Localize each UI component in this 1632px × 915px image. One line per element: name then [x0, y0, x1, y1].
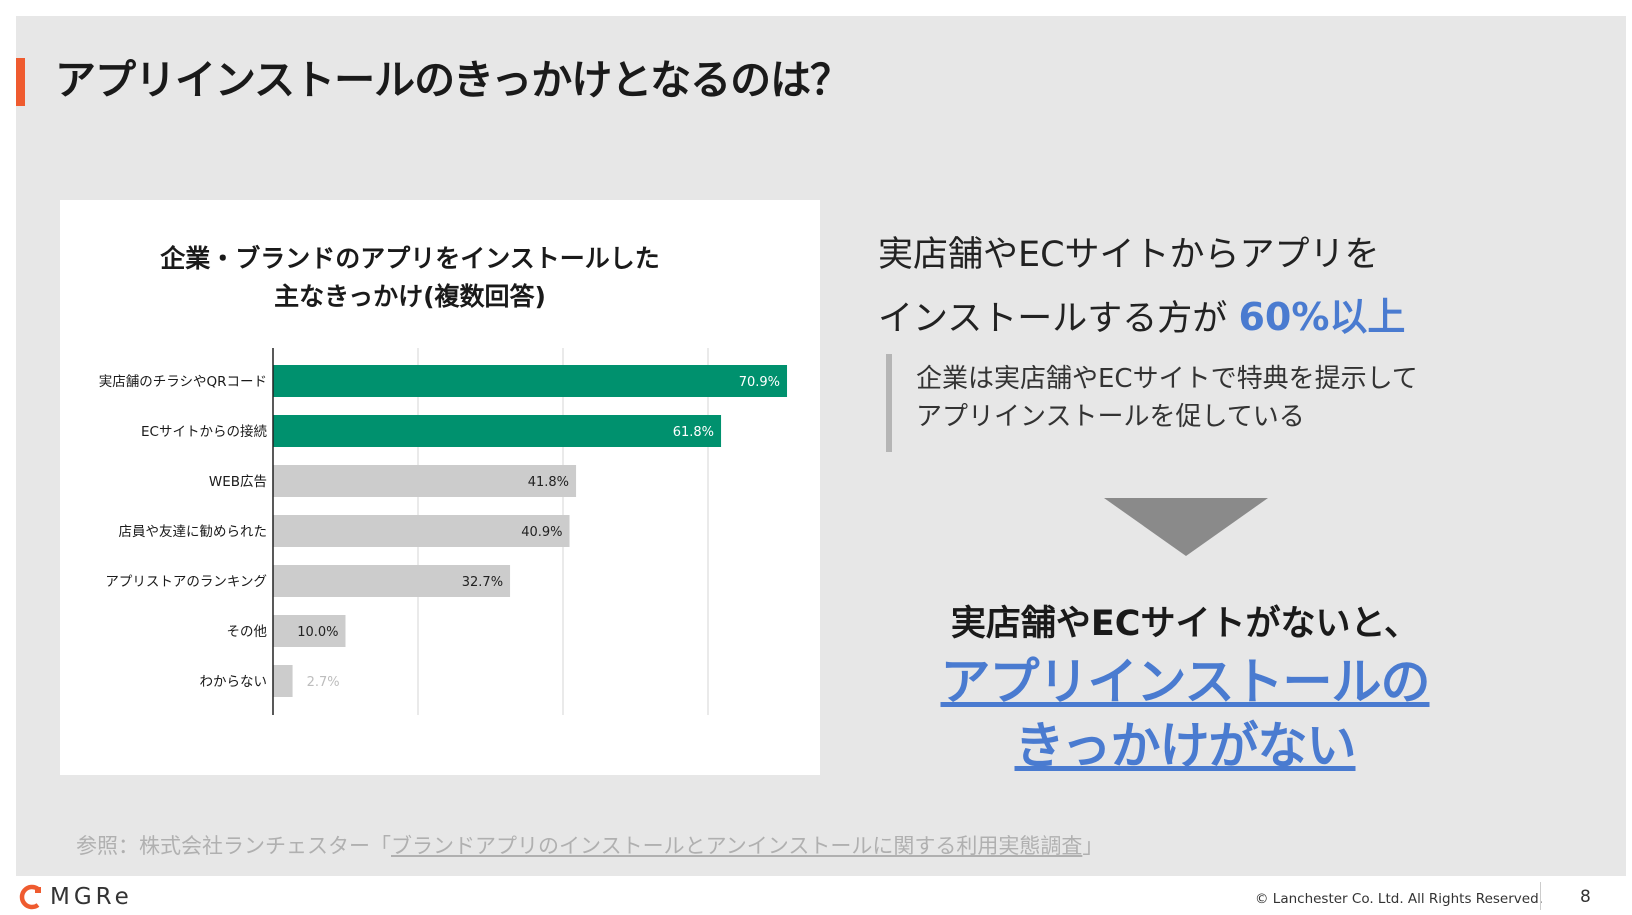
headline-line1: 実店舗やECサイトからアプリを — [878, 235, 1380, 275]
bar — [273, 515, 570, 547]
copyright: © Lanchester Co. Ltd. All Rights Reserve… — [1255, 891, 1543, 907]
reference-note: 参照：株式会社ランチェスター「ブランドアプリのインストールとアンインストールに関… — [76, 830, 1103, 860]
category-label: 店員や友達に勧められた — [119, 523, 268, 540]
category-label: ECサイトからの接続 — [141, 423, 267, 440]
data-label: 40.9% — [521, 525, 562, 540]
data-label: 32.7% — [462, 575, 503, 590]
quote-line2: アプリインストールを促している — [916, 402, 1305, 432]
category-label: 実店舗のチラシやQRコード — [99, 374, 267, 390]
page-title: アプリインストールのきっかけとなるのは？ — [55, 56, 851, 104]
logo: MGRe — [18, 884, 133, 910]
data-label: 70.9% — [739, 375, 780, 390]
bar — [273, 615, 346, 647]
mgre-logo-icon — [19, 884, 41, 910]
bar — [273, 365, 788, 397]
data-label: 10.0% — [297, 625, 338, 640]
data-label: 2.7% — [307, 675, 340, 690]
conclusion-line3: きっかけがない — [1014, 717, 1357, 775]
category-label: WEB広告 — [209, 474, 267, 490]
category-label: その他 — [227, 624, 268, 640]
category-label: わからない — [200, 674, 268, 690]
title-accent-bar — [16, 58, 25, 106]
bar — [273, 465, 577, 497]
headline-highlight: 60%以上 — [1238, 295, 1406, 339]
footer-divider — [1540, 882, 1541, 910]
conclusion-line1: 実店舗やECサイトがないと、 — [950, 604, 1420, 644]
quote-text: 企業は実店舗やECサイトで特典を提示して アプリインストールを促している — [916, 360, 1418, 436]
chart-title: 企業・ブランドのアプリをインストールした 主なきっかけ(複数回答) — [60, 240, 760, 316]
quote-line1: 企業は実店舗やECサイトで特典を提示して — [916, 364, 1418, 394]
bar — [273, 565, 511, 597]
bar — [273, 665, 293, 697]
page-number: 8 — [1580, 887, 1591, 907]
headline: 実店舗やECサイトからアプリを インストールする方が 60%以上 — [878, 224, 1405, 350]
reference-prefix: 参照：株式会社ランチェスター「 — [76, 834, 391, 858]
data-label: 41.8% — [528, 475, 569, 490]
conclusion-line2: アプリインストールの — [940, 653, 1431, 711]
chart-title-line2: 主なきっかけ(複数回答) — [274, 282, 546, 311]
headline-line2: インストールする方が 60%以上 — [878, 286, 1405, 350]
chart-card: 企業・ブランドのアプリをインストールした 主なきっかけ(複数回答) 実店舗のチラ… — [60, 200, 820, 775]
chart-title-line1: 企業・ブランドのアプリをインストールした — [160, 244, 660, 273]
headline-line2-prefix: インストールする方が — [878, 299, 1239, 339]
bar-chart: 実店舗のチラシやQRコード 70.9% ECサイトからの接続 61.8% WEB広告 41… — [99, 348, 788, 715]
conclusion: 実店舗やECサイトがないと、 アプリインストールの きっかけがない — [880, 598, 1490, 778]
data-label: 61.8% — [673, 425, 714, 440]
logo-text: MGRe — [50, 884, 133, 910]
reference-suffix: 」 — [1082, 834, 1104, 858]
category-label: アプリストアのランキング — [105, 574, 267, 590]
bar — [273, 415, 722, 447]
down-arrow-icon — [1104, 498, 1268, 556]
quote-bar — [886, 354, 892, 452]
reference-link[interactable]: ブランドアプリのインストールとアンインストールに関する利用実態調査 — [391, 834, 1083, 858]
